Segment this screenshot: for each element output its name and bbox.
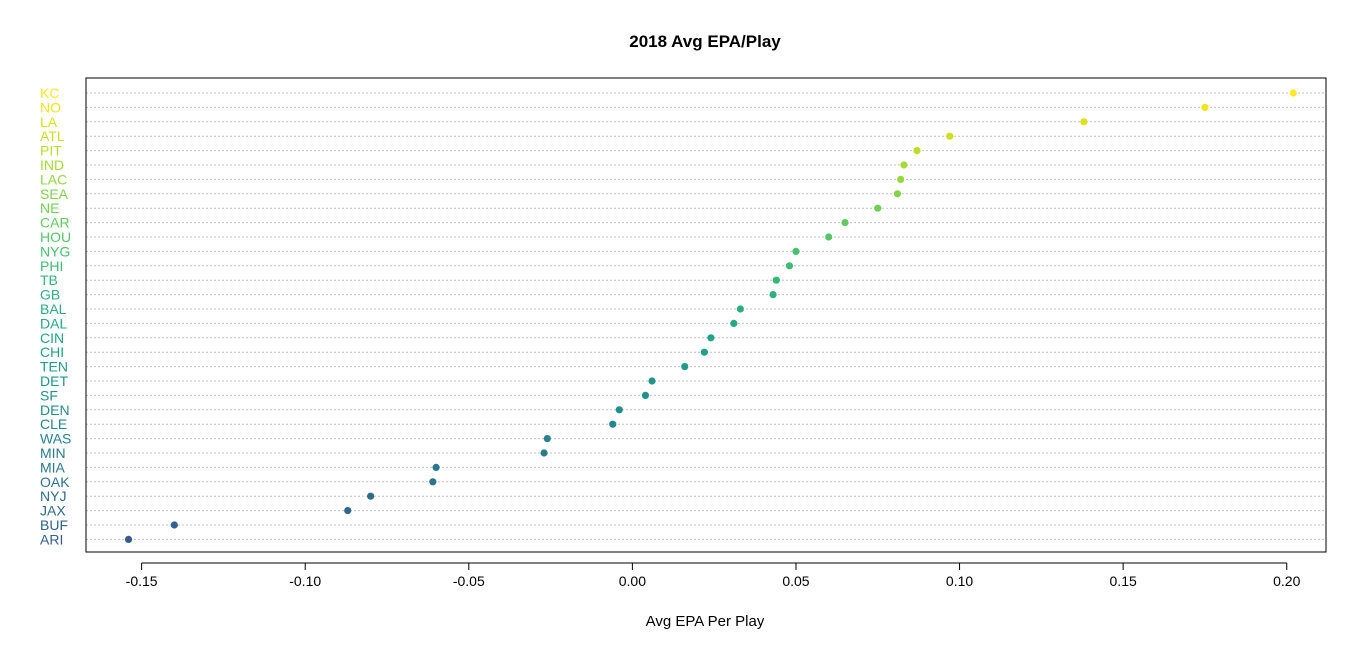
category-label: IND	[40, 157, 64, 173]
data-point	[785, 262, 794, 270]
data-point	[946, 132, 954, 140]
category-label: NO	[40, 99, 61, 115]
category-label: KC	[40, 85, 59, 101]
x-tick-label: 0.00	[619, 573, 646, 589]
data-point	[681, 363, 689, 371]
category-label: GB	[40, 287, 60, 303]
category-label: CIN	[40, 330, 64, 346]
category-label: CLE	[40, 416, 67, 432]
data-point	[170, 521, 178, 529]
plot-frame	[85, 77, 1327, 553]
category-label: SF	[40, 387, 58, 403]
x-tick-label: 0.10	[946, 573, 973, 589]
category-label: HOU	[40, 229, 71, 245]
category-label: ATL	[40, 128, 65, 144]
data-point	[841, 219, 849, 227]
category-label: PIT	[40, 143, 62, 159]
category-label: JAX	[40, 503, 66, 519]
category-label: CHI	[40, 344, 64, 360]
x-axis-title: Avg EPA Per Play	[646, 613, 765, 630]
data-point	[897, 175, 905, 183]
category-label: WAS	[40, 431, 71, 447]
category-label: MIN	[40, 445, 66, 461]
data-point	[609, 420, 617, 428]
category-label: BUF	[40, 517, 68, 533]
category-label: DET	[40, 373, 68, 389]
category-label: DEN	[40, 402, 70, 418]
category-label: SEA	[40, 186, 69, 202]
data-point	[893, 190, 901, 198]
chart-title: 2018 Avg EPA/Play	[629, 32, 781, 51]
data-point	[913, 147, 921, 155]
data-point	[874, 204, 882, 212]
x-tick-label: -0.05	[453, 573, 485, 589]
data-point	[900, 161, 908, 169]
category-label: NYG	[40, 243, 70, 259]
data-point	[730, 319, 738, 327]
category-label: PHI	[40, 258, 63, 274]
data-point	[736, 305, 744, 313]
category-labels: KCNOLAATLPITINDLACSEANECARHOUNYGPHITBGBB…	[40, 85, 71, 547]
category-label: NE	[40, 200, 59, 216]
data-point	[707, 334, 715, 342]
category-label: ARI	[40, 531, 63, 547]
x-axis: -0.15 -0.10 -0.05 0.00 0.05 0.10 0.15 0.20	[126, 562, 1301, 589]
category-label: CAR	[40, 215, 70, 231]
data-point	[432, 463, 440, 471]
x-tick-label: 0.20	[1273, 573, 1300, 589]
category-label: TEN	[40, 359, 68, 375]
data-point	[825, 233, 833, 241]
data-point	[792, 247, 800, 255]
category-label: OAK	[40, 474, 70, 490]
data-point	[367, 492, 375, 500]
data-point	[615, 406, 623, 414]
category-label: BAL	[40, 301, 67, 317]
category-label: MIA	[40, 459, 66, 475]
x-tick-label: 0.05	[782, 573, 809, 589]
category-label: LA	[40, 114, 58, 130]
category-label: LAC	[40, 171, 67, 187]
gridlines	[86, 92, 1326, 540]
category-label: DAL	[40, 315, 67, 331]
data-point	[344, 507, 352, 515]
category-label: NYJ	[40, 488, 66, 504]
data-point	[648, 377, 656, 385]
data-point	[124, 535, 133, 544]
data-point	[429, 478, 437, 486]
data-point	[700, 348, 708, 356]
category-label: TB	[40, 272, 58, 288]
data-point	[641, 391, 650, 399]
x-tick-label: 0.15	[1110, 573, 1137, 589]
data-point	[1080, 118, 1088, 126]
x-tick-label: -0.10	[289, 573, 321, 589]
data-point	[1201, 103, 1209, 111]
data-points	[124, 89, 1297, 544]
x-tick-label: -0.15	[126, 573, 158, 589]
data-point	[543, 435, 551, 443]
data-point	[772, 276, 780, 284]
data-point	[540, 449, 548, 457]
data-point	[1289, 89, 1297, 97]
data-point	[769, 291, 777, 299]
